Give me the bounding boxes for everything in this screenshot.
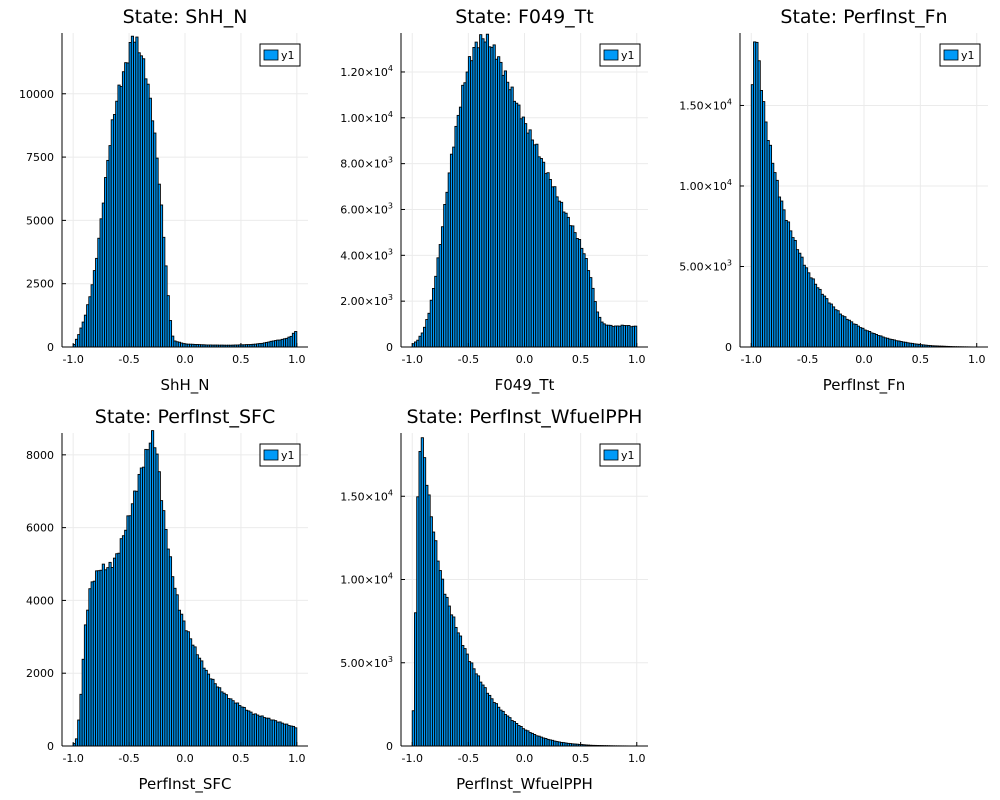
x-tick-label: -1.0 (741, 353, 762, 366)
x-axis-label: ShH_N (160, 376, 209, 395)
legend-label: y1 (281, 49, 295, 62)
x-tick-label: 0.0 (855, 353, 873, 366)
chart-title: State: F049_Tt (455, 6, 593, 28)
legend-box (599, 443, 641, 467)
histogram-bars (411, 33, 638, 348)
y-tick-label: 1.00×104 (340, 110, 393, 125)
legend: y1 (599, 443, 641, 467)
chart-title: State: ShH_N (123, 6, 248, 28)
x-axis-label: PerfInst_Fn (823, 376, 905, 395)
x-tick-label: -0.5 (797, 353, 818, 366)
y-tick-label: 8000 (26, 449, 54, 462)
x-axis-label: PerfInst_SFC (139, 775, 232, 794)
legend-box (259, 443, 301, 467)
y-tick-label: 8.00×103 (340, 156, 393, 171)
y-tick-label: 0 (47, 740, 54, 753)
legend: y1 (939, 43, 981, 67)
x-tick-label: 0.5 (912, 353, 930, 366)
x-tick-label: 1.0 (628, 353, 646, 366)
legend: y1 (259, 443, 301, 467)
y-tick-label: 0 (386, 740, 393, 753)
legend-label: y1 (961, 49, 975, 62)
y-tick-label: 2.00×103 (340, 293, 393, 308)
x-tick-label: -1.0 (62, 353, 83, 366)
y-tick-label: 0 (47, 341, 54, 354)
x-tick-label: -0.5 (458, 752, 479, 765)
x-tick-label: -0.5 (458, 353, 479, 366)
x-tick-label: 0.5 (572, 752, 590, 765)
x-tick-label: 1.0 (288, 353, 306, 366)
legend-swatch (603, 49, 619, 61)
y-tick-label: 5.00×103 (679, 258, 732, 273)
x-tick-label: 1.0 (288, 752, 306, 765)
y-tick-label: 10000 (19, 88, 54, 101)
histogram-bars (750, 41, 978, 348)
legend-swatch (263, 49, 279, 61)
x-tick-label: 0.5 (232, 752, 250, 765)
x-tick-label: -0.5 (118, 353, 139, 366)
y-tick-label: 0 (386, 341, 393, 354)
y-tick-label: 4000 (26, 594, 54, 607)
chart-title: State: PerfInst_SFC (95, 406, 275, 428)
y-tick-label: 5000 (26, 214, 54, 227)
legend-swatch (263, 449, 279, 461)
x-tick-label: 1.0 (628, 752, 646, 765)
x-tick-label: 1.0 (968, 353, 986, 366)
x-axis-label: F049_Tt (495, 376, 555, 395)
legend-box (939, 43, 981, 67)
y-tick-label: 2500 (26, 278, 54, 291)
chart-title: State: PerfInst_WfuelPPH (407, 406, 643, 428)
x-tick-label: 0.0 (516, 353, 534, 366)
x-tick-label: 0.0 (176, 353, 194, 366)
y-tick-label: 1.50×104 (340, 488, 393, 503)
x-tick-label: 0.5 (572, 353, 590, 366)
y-tick-label: 6.00×103 (340, 201, 393, 216)
legend: y1 (259, 43, 301, 67)
y-tick-label: 1.50×104 (679, 97, 732, 112)
x-tick-label: -1.0 (62, 752, 83, 765)
legend: y1 (599, 43, 641, 67)
legend-label: y1 (281, 449, 295, 462)
subplot-2: -1.0 -0.5 0.0 0.5 1.0 0 2.00×103 4.00×103 6.00×1… (340, 6, 648, 395)
legend-swatch (943, 49, 959, 61)
legend-box (259, 43, 301, 67)
x-axis-label: PerfInst_WfuelPPH (456, 775, 593, 794)
x-tick-label: -1.0 (401, 353, 422, 366)
x-tick-label: 0.5 (232, 353, 250, 366)
x-tick-label: -1.0 (401, 752, 422, 765)
y-tick-label: 1.00×104 (340, 572, 393, 587)
chart-title: State: PerfInst_Fn (780, 6, 947, 28)
y-tick-label: 6000 (26, 522, 54, 535)
legend-label: y1 (621, 49, 635, 62)
legend-label: y1 (621, 449, 635, 462)
x-tick-label: 0.0 (176, 752, 194, 765)
y-tick-label: 4.00×103 (340, 247, 393, 262)
legend-box (599, 43, 641, 67)
y-tick-label: 0 (725, 341, 732, 354)
y-tick-label: 7500 (26, 151, 54, 164)
x-tick-label: -0.5 (118, 752, 139, 765)
legend-swatch (603, 449, 619, 461)
subplot-3: -1.0 -0.5 0.0 0.5 1.0 0 5.00×103 1.00×104 1.50×1… (679, 6, 988, 395)
y-tick-label: 2000 (26, 667, 54, 680)
y-tick-label: 1.20×104 (340, 64, 393, 79)
subplot-4: -1.0 -0.5 0.0 0.5 1.0 0 2000 4000 6000 8000 State:… (26, 406, 308, 794)
x-tick-label: 0.0 (516, 752, 534, 765)
y-tick-label: 1.00×104 (679, 178, 732, 193)
subplot-1: -1.0 -0.5 0.0 0.5 1.0 0 2500 5000 7500 10000 State… (19, 6, 308, 395)
y-tick-label: 5.00×103 (340, 655, 393, 670)
subplot-5: -1.0 -0.5 0.0 0.5 1.0 0 5.00×103 1.00×104 1.50×1… (340, 406, 648, 794)
